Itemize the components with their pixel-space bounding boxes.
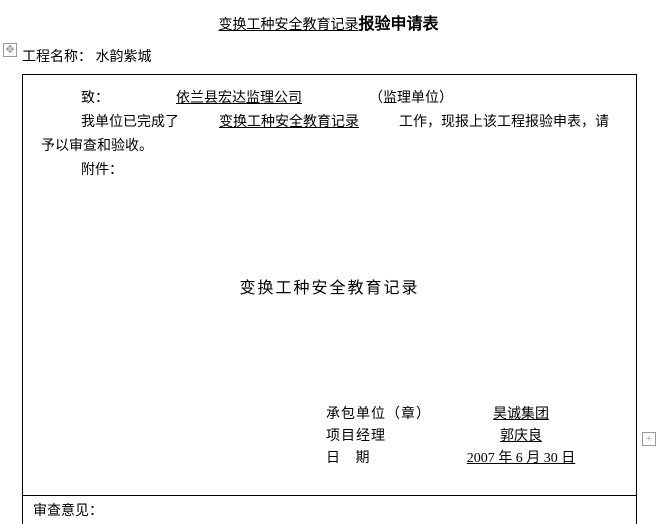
recipient-field: 依兰县宏达监理公司 bbox=[109, 87, 369, 107]
review-opinion-label: 审查意见： bbox=[33, 500, 103, 520]
completion-prefix: 我单位已完成了 bbox=[81, 115, 179, 130]
unit-type-label: （监理单位） bbox=[369, 91, 453, 106]
contractor-label: 承包单位（章） bbox=[326, 403, 436, 423]
recipient-line: 致：依兰县宏达监理公司（监理单位） bbox=[41, 87, 618, 107]
date-row: 日 期 2007 年 6 月 30 日 bbox=[326, 447, 606, 467]
pm-label: 项目经理 bbox=[326, 425, 436, 445]
project-name-row: 工程名称： 水韵紫城 bbox=[0, 46, 657, 66]
document-title: 变换工种安全教育记录报验申请表 bbox=[0, 10, 657, 34]
project-value: 水韵紫城 bbox=[96, 50, 152, 65]
title-bold-part: 报验申请表 bbox=[358, 16, 438, 33]
pm-value: 郭庆良 bbox=[436, 425, 606, 445]
to-label: 致： bbox=[81, 91, 109, 106]
attachment-label: 附件： bbox=[41, 159, 618, 179]
contractor-row: 承包单位（章） 昊诚集团 bbox=[326, 403, 606, 423]
date-value: 2007 年 6 月 30 日 bbox=[436, 447, 606, 467]
project-label: 工程名称： bbox=[22, 50, 92, 65]
title-underlined-part: 变换工种安全教育记录 bbox=[218, 18, 358, 33]
anchor-icon-right: + bbox=[642, 432, 656, 446]
pm-row: 项目经理 郭庆良 bbox=[326, 425, 606, 445]
completion-line: 我单位已完成了变换工种安全教育记录工作，现报上该工程报验申表，请 bbox=[41, 111, 618, 131]
form-box: 致：依兰县宏达监理公司（监理单位） 我单位已完成了变换工种安全教育记录工作，现报… bbox=[22, 74, 637, 524]
contractor-value: 昊诚集团 bbox=[436, 403, 606, 423]
attachment-title: 变换工种安全教育记录 bbox=[41, 274, 618, 298]
date-label: 日 期 bbox=[326, 447, 436, 467]
anchor-icon: ✥ bbox=[3, 43, 17, 57]
completion-suffix: 工作，现报上该工程报验申表，请 bbox=[399, 115, 609, 130]
review-request-line: 予以审查和验收。 bbox=[41, 135, 618, 155]
section-divider bbox=[23, 495, 636, 496]
work-item-field: 变换工种安全教育记录 bbox=[179, 111, 399, 131]
signature-block: 承包单位（章） 昊诚集团 项目经理 郭庆良 日 期 2007 年 6 月 30 … bbox=[326, 403, 606, 469]
